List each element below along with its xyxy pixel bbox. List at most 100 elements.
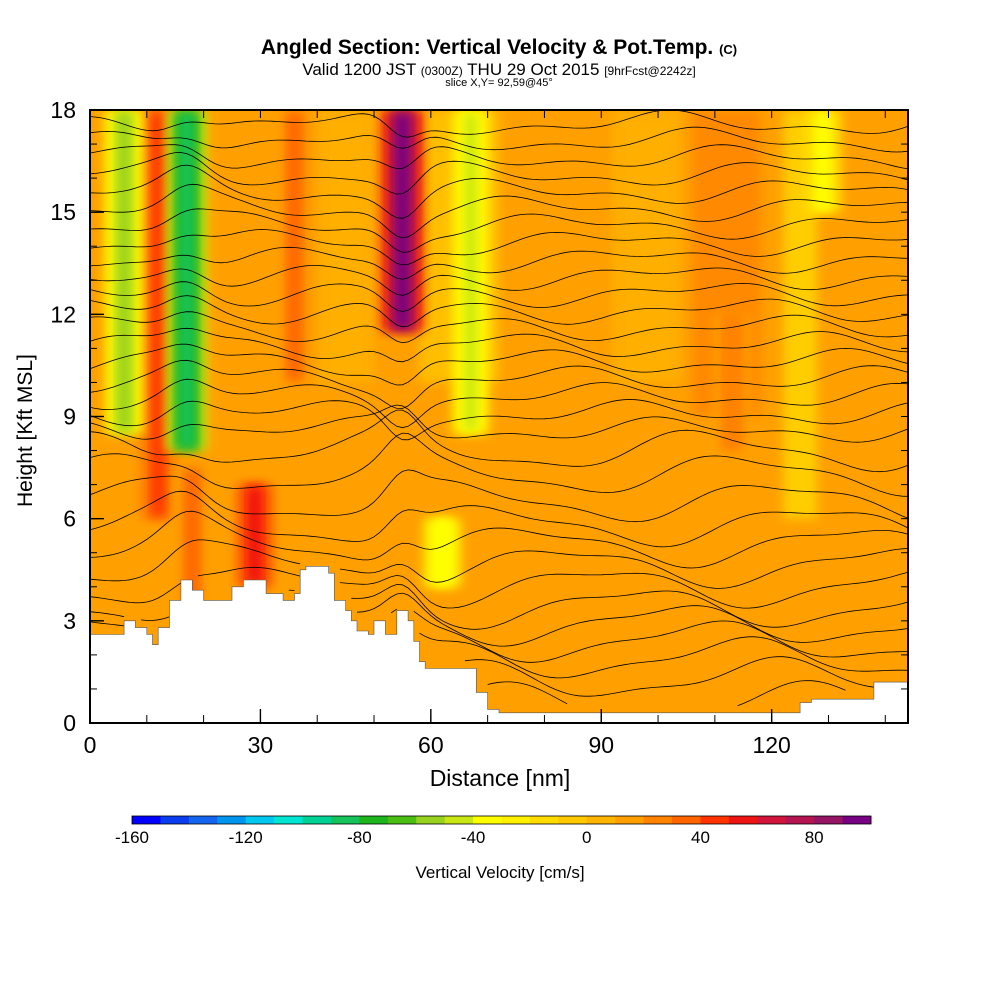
theta-contour-line [90, 343, 908, 386]
theta-contour-line [390, 608, 908, 663]
forecast-info: [9hrFcst@2242z] [604, 64, 696, 78]
colorbar-swatch [245, 816, 275, 824]
velocity-plume-core [249, 488, 261, 583]
theta-contour-line [90, 378, 908, 429]
colorbar-swatch [586, 816, 616, 824]
x-tick-label: 30 [248, 732, 274, 758]
y-tick-label: 15 [50, 199, 76, 225]
valid-prefix: Valid 1200 JST [302, 60, 416, 79]
velocity-band [851, 110, 886, 519]
theta-contour-line [90, 469, 908, 523]
colorbar-swatch [274, 816, 304, 824]
theta-contour-line [90, 265, 908, 296]
colorbar-swatch [643, 816, 673, 824]
velocity-plume-core [152, 114, 164, 515]
colorbar-swatch [416, 816, 446, 824]
colorbar-swatch [728, 816, 758, 824]
y-tick-label: 18 [50, 97, 76, 123]
theta-contour-line [90, 327, 908, 363]
colorbar-swatch [444, 816, 474, 824]
colorbar-swatch [387, 816, 417, 824]
theta-contour-line [90, 510, 908, 569]
y-tick-label: 0 [63, 710, 76, 736]
velocity-plume-core [817, 114, 829, 209]
theta-contour-line [90, 399, 908, 441]
colorbar-swatch [302, 816, 332, 824]
terrain [90, 566, 908, 723]
theta-contour-line [90, 311, 908, 344]
colorbar-swatch [473, 816, 502, 824]
colorbar-swatch [700, 816, 730, 824]
velocity-plume-core [118, 114, 130, 430]
colorbar-tick-label: 0 [582, 828, 591, 847]
y-tick-label: 12 [50, 301, 76, 327]
theta-contour-line [90, 110, 908, 138]
theta-contour-line [90, 126, 908, 153]
velocity-plume-core [186, 471, 198, 600]
colorbar-swatch [501, 816, 531, 824]
colorbar-swatch [558, 816, 588, 824]
theta-contour-line [90, 144, 908, 170]
theta-contour-line [90, 295, 908, 328]
colorbar-tick-label: 80 [805, 828, 824, 847]
x-tick-label: 0 [84, 732, 97, 758]
theta-contour-line [90, 281, 908, 312]
colorbar-tick-label: -40 [461, 828, 486, 847]
colorbar-swatch [330, 816, 360, 824]
theta-contour-line [90, 246, 908, 280]
colorbar-swatch [188, 816, 218, 824]
colorbar-label: Vertical Velocity [cm/s] [415, 863, 585, 882]
velocity-band [516, 110, 602, 383]
chart-title: Angled Section: Vertical Velocity & Pot.… [90, 36, 908, 60]
theta-contours [90, 110, 908, 707]
theta-contour-line [90, 404, 908, 443]
theta-contour-line [90, 208, 908, 253]
colorbar-tick-label: -160 [115, 828, 149, 847]
x-tick-label: 90 [588, 732, 614, 758]
y-tick-label: 6 [63, 506, 76, 532]
y-tick-label: 9 [63, 404, 76, 430]
theta-contour-line [90, 409, 908, 473]
theta-contour-line [487, 680, 846, 707]
chart-title-unit: (C) [719, 42, 738, 57]
y-axis-label: Height [Kft MSL] [14, 354, 37, 507]
theta-contour-line [90, 592, 908, 647]
velocity-band [232, 110, 278, 451]
theta-contour-line [90, 152, 908, 195]
theta-contour-line [90, 229, 908, 266]
velocity-plume-core [180, 114, 194, 447]
theta-contour-line [419, 632, 908, 679]
colorbar-tick-label: -80 [347, 828, 372, 847]
colorbar-tick-label: -120 [229, 828, 263, 847]
colorbar-swatch [359, 816, 389, 824]
plot-area [90, 110, 908, 723]
theta-contour-line [90, 539, 908, 589]
colorbar-swatch [814, 816, 844, 824]
theta-contour-line [90, 359, 908, 409]
velocity-plume-core [289, 114, 300, 379]
colorbar-frame [131, 815, 872, 825]
colorbar-tick-label: 40 [691, 828, 710, 847]
slice-info: slice X,Y= 92,59@45° [445, 77, 553, 89]
x-axis-label: Distance [nm] [429, 765, 571, 791]
velocity-band [612, 110, 681, 383]
chart-valid-time: Valid 1200 JST (0300Z) THU 29 Oct 2015 [… [90, 60, 908, 80]
theta-contour-line [90, 164, 908, 219]
colorbar-swatch [615, 816, 645, 824]
velocity-plume-core [395, 114, 409, 328]
velocity-plume-core [436, 522, 448, 583]
y-tick-label: 3 [63, 608, 76, 634]
theta-contour-line [90, 183, 908, 239]
valid-utc: (0300Z) [420, 64, 463, 78]
colorbar-swatch [132, 816, 161, 824]
colorbar-swatch [672, 816, 701, 824]
valid-date: THU 29 Oct 2015 [467, 60, 600, 79]
chart-title-main: Angled Section: Vertical Velocity & Pot.… [260, 36, 714, 59]
x-tick-label: 120 [752, 732, 790, 758]
colorbar-swatch [529, 816, 559, 824]
colorbar-swatch [785, 816, 815, 824]
theta-contour-line [90, 584, 908, 630]
colorbar-swatch [217, 816, 247, 824]
x-tick-label: 60 [418, 732, 444, 758]
velocity-plume-core [465, 114, 477, 430]
